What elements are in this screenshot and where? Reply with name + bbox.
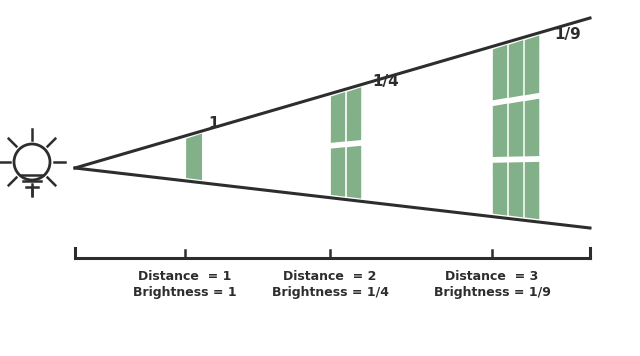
Polygon shape: [186, 134, 202, 180]
Polygon shape: [331, 147, 345, 197]
Text: Brightness = 1/4: Brightness = 1/4: [271, 286, 388, 299]
Text: Brightness = 1: Brightness = 1: [133, 286, 237, 299]
Polygon shape: [331, 92, 345, 143]
Polygon shape: [525, 162, 540, 219]
Polygon shape: [509, 40, 524, 98]
Polygon shape: [525, 36, 540, 95]
Text: 1: 1: [208, 116, 218, 131]
Polygon shape: [347, 87, 361, 141]
Text: Distance  = 2: Distance = 2: [284, 270, 377, 283]
Text: Distance  = 1: Distance = 1: [138, 270, 232, 283]
Polygon shape: [347, 146, 361, 199]
Polygon shape: [509, 162, 524, 218]
Polygon shape: [525, 99, 540, 156]
Text: 1/4: 1/4: [372, 74, 399, 89]
Text: 1/9: 1/9: [554, 27, 580, 42]
Polygon shape: [493, 162, 508, 215]
Polygon shape: [509, 101, 524, 157]
Polygon shape: [493, 45, 508, 100]
Text: Brightness = 1/9: Brightness = 1/9: [433, 286, 550, 299]
Polygon shape: [493, 104, 508, 157]
Text: Distance  = 3: Distance = 3: [445, 270, 539, 283]
